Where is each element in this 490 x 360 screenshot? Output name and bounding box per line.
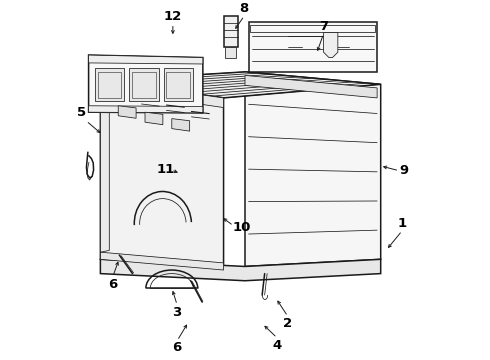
Polygon shape — [145, 112, 163, 125]
Polygon shape — [223, 16, 238, 47]
Polygon shape — [129, 68, 159, 101]
Text: 3: 3 — [172, 306, 182, 319]
Text: 6: 6 — [172, 341, 182, 354]
Polygon shape — [95, 68, 124, 101]
Polygon shape — [100, 72, 381, 98]
Polygon shape — [118, 106, 136, 118]
Polygon shape — [89, 55, 203, 113]
Polygon shape — [164, 68, 193, 101]
Text: 6: 6 — [108, 278, 118, 291]
Polygon shape — [100, 81, 223, 270]
Polygon shape — [89, 106, 203, 113]
Polygon shape — [323, 32, 338, 58]
Text: 9: 9 — [399, 163, 409, 176]
Polygon shape — [100, 81, 223, 108]
Text: 2: 2 — [283, 317, 293, 330]
Polygon shape — [100, 90, 109, 252]
Text: 10: 10 — [232, 221, 250, 234]
Text: 5: 5 — [77, 107, 86, 120]
Text: 7: 7 — [319, 20, 328, 33]
Polygon shape — [100, 259, 381, 281]
Polygon shape — [89, 55, 203, 64]
Polygon shape — [245, 72, 381, 266]
Text: 11: 11 — [157, 163, 175, 176]
Polygon shape — [172, 118, 190, 131]
Polygon shape — [100, 252, 223, 270]
Polygon shape — [245, 75, 377, 98]
Polygon shape — [225, 47, 236, 58]
Text: 8: 8 — [240, 2, 249, 15]
Text: 1: 1 — [397, 217, 407, 230]
Text: 4: 4 — [272, 338, 282, 351]
Text: 12: 12 — [164, 10, 182, 23]
Polygon shape — [248, 22, 377, 72]
